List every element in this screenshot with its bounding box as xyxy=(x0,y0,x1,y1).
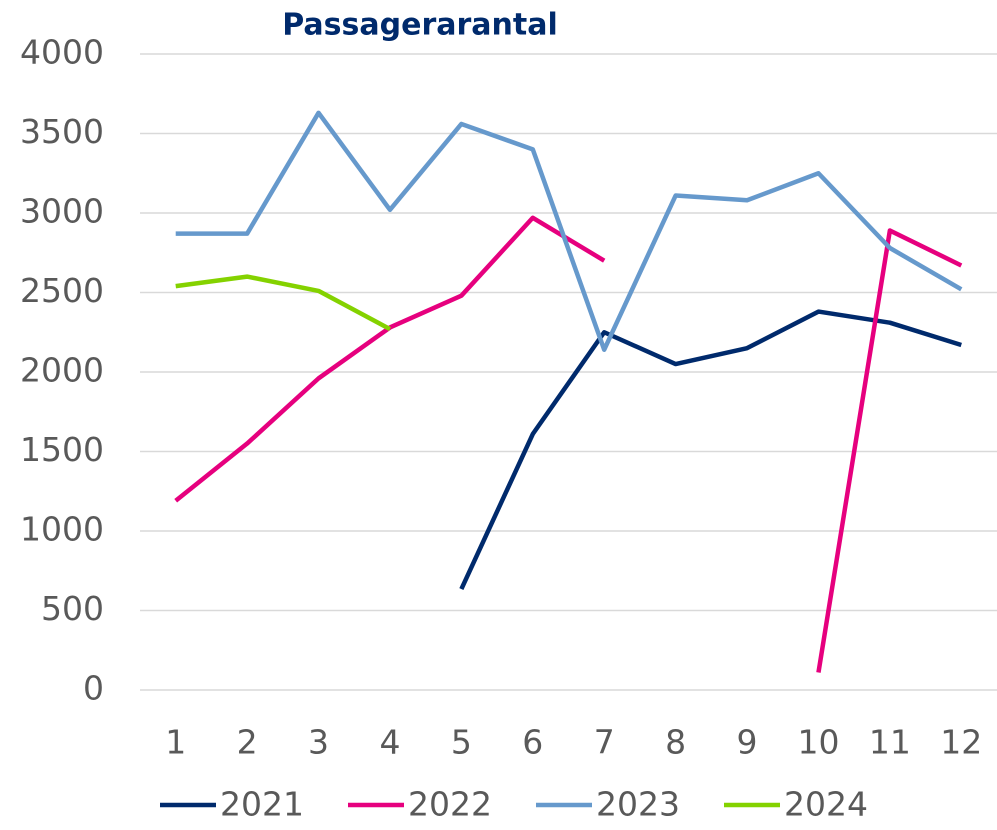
x-tick-label: 11 xyxy=(869,723,911,762)
x-tick-label: 10 xyxy=(797,723,839,762)
y-tick-label: 2500 xyxy=(20,271,104,310)
y-tick-label: 500 xyxy=(41,589,104,628)
y-tick-label: 1000 xyxy=(20,510,104,549)
chart-title: Passagerarantal xyxy=(282,8,558,43)
y-tick-label: 2000 xyxy=(20,351,104,390)
legend-label: 2021 xyxy=(220,785,304,824)
y-tick-label: 0 xyxy=(83,669,104,708)
x-tick-label: 1 xyxy=(165,723,186,762)
x-tick-label: 7 xyxy=(594,723,615,762)
legend-label: 2024 xyxy=(784,785,868,824)
y-tick-label: 4000 xyxy=(20,33,104,72)
x-tick-label: 4 xyxy=(379,723,400,762)
x-tick-label: 3 xyxy=(308,723,329,762)
x-tick-label: 9 xyxy=(737,723,758,762)
y-tick-label: 3000 xyxy=(20,192,104,231)
legend-label: 2022 xyxy=(408,785,492,824)
x-tick-label: 12 xyxy=(940,723,982,762)
y-tick-label: 3500 xyxy=(20,112,104,151)
x-tick-label: 5 xyxy=(451,723,472,762)
x-tick-label: 2 xyxy=(237,723,258,762)
series-line xyxy=(459,309,962,590)
legend-label: 2023 xyxy=(596,785,680,824)
series-line xyxy=(175,110,963,352)
x-tick-label: 8 xyxy=(665,723,686,762)
series-line xyxy=(175,274,392,332)
y-tick-label: 1500 xyxy=(20,430,104,469)
x-tick-label: 6 xyxy=(522,723,543,762)
